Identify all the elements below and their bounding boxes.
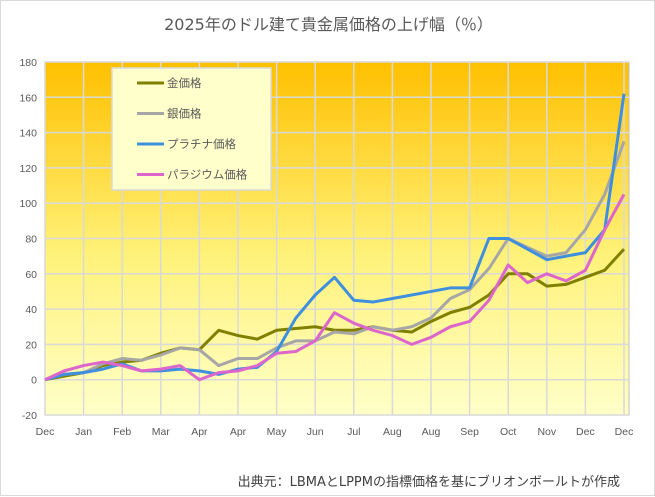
y-tick-label: 80: [25, 234, 37, 246]
y-tick-label: 60: [25, 269, 37, 281]
x-tick-label: Mar: [152, 426, 171, 438]
x-tick-label: Sep: [460, 426, 479, 438]
x-tick-label: Jan: [75, 426, 92, 438]
legend-label: パラジウム価格: [167, 168, 248, 182]
x-tick-label: Oct: [500, 426, 516, 438]
x-tick-label: Jun: [307, 426, 324, 438]
y-tick-label: -20: [22, 410, 37, 422]
y-tick-label: 160: [19, 92, 37, 104]
x-tick-label: Jul: [347, 426, 360, 438]
x-tick-label: Dec: [36, 426, 55, 438]
y-tick-label: 180: [19, 57, 37, 69]
y-tick-label: 0: [31, 375, 37, 387]
x-tick-label: Apr: [230, 426, 247, 438]
y-tick-label: 120: [19, 163, 37, 175]
source-note: 出典元：LBMAとLPPMの指標価格を基にブリオンボールトが作成: [237, 475, 620, 490]
x-tick-label: May: [267, 426, 288, 438]
legend-label: プラチナ価格: [167, 137, 236, 151]
legend-label: 銀価格: [167, 107, 202, 121]
legend: [111, 67, 272, 191]
x-tick-label: Feb: [113, 426, 131, 438]
y-tick-label: 100: [19, 198, 37, 210]
y-tick-label: 140: [19, 128, 37, 140]
series-line-3: [44, 193, 626, 382]
x-tick-label: Dec: [615, 426, 634, 438]
x-tick-label: Nov: [537, 426, 556, 438]
x-tick-label: Aug: [383, 426, 402, 438]
y-tick-label: 20: [25, 339, 37, 351]
x-tick-label: Aug: [422, 426, 441, 438]
x-tick-label: Dec: [576, 426, 595, 438]
legend-label: 金価格: [167, 76, 202, 90]
chart-title: 2025年のドル建て貴金属価格の上げ幅（％）: [164, 15, 493, 34]
x-tick-label: Apr: [191, 426, 208, 438]
series-line-1: [44, 140, 626, 382]
y-tick-label: 40: [25, 304, 37, 316]
